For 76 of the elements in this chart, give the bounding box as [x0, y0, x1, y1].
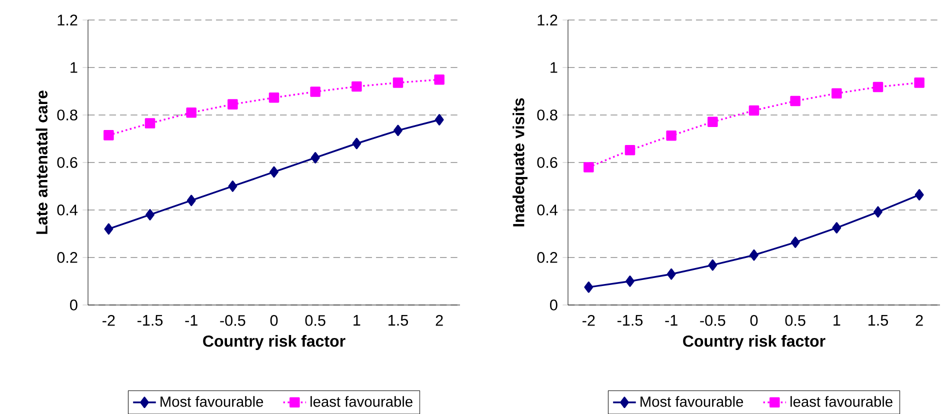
- y-tick-label: 0.6: [537, 157, 558, 168]
- legend-label: Most favourable: [640, 396, 744, 407]
- y-tick-label: 0.8: [537, 110, 558, 120]
- point: [268, 92, 280, 103]
- y-tick-label: 0.4: [537, 204, 558, 216]
- y-tick-label: 1.2: [58, 14, 78, 26]
- x-tick-label: 1.5: [388, 315, 408, 326]
- point: [584, 282, 594, 293]
- point: [310, 152, 320, 164]
- point: [434, 114, 444, 126]
- point: [186, 194, 196, 206]
- x-tick-label: 0.5: [785, 315, 806, 326]
- point: [626, 276, 634, 287]
- x-axis-title: Country risk factor: [203, 335, 346, 350]
- y-tick-label: 0.2: [537, 252, 558, 263]
- y-tick-label: 1: [550, 62, 558, 73]
- point: [352, 138, 362, 150]
- x-tick-label: 2: [916, 315, 923, 326]
- x-tick-label: -1.5: [617, 315, 643, 326]
- point: [832, 88, 842, 99]
- point: [708, 259, 718, 271]
- point: [872, 82, 884, 92]
- y-tick-label: 0.2: [57, 252, 78, 263]
- x-tick-label: -0.5: [220, 315, 246, 326]
- point: [270, 166, 278, 178]
- y-tick-label: 0.4: [57, 204, 78, 216]
- x-tick-label: 0.5: [305, 315, 326, 326]
- point: [228, 180, 238, 192]
- x-tick-label: -2: [102, 315, 115, 326]
- point: [750, 249, 758, 261]
- y-tick-label: 0.6: [57, 157, 78, 168]
- point: [228, 99, 238, 110]
- point: [624, 145, 636, 156]
- point: [790, 236, 800, 248]
- point: [790, 96, 800, 106]
- point: [392, 78, 404, 88]
- point: [394, 124, 402, 136]
- point: [914, 189, 924, 200]
- legend-label: least favourable: [790, 396, 892, 407]
- legend-label: least favourable: [310, 396, 412, 407]
- point: [310, 86, 320, 97]
- x-tick-label: 1: [834, 315, 840, 326]
- point: [104, 130, 114, 140]
- point: [666, 268, 676, 280]
- x-tick-label: 2: [436, 315, 443, 326]
- y-axis-title: Late antenatal care: [36, 90, 48, 234]
- point: [146, 209, 154, 220]
- point: [186, 107, 196, 118]
- point: [352, 81, 362, 92]
- point: [874, 206, 882, 218]
- point: [748, 105, 760, 116]
- x-tick-label: -1: [665, 315, 678, 326]
- y-tick-label: 1: [70, 62, 78, 73]
- point: [708, 116, 718, 128]
- x-tick-label: 0: [750, 315, 758, 326]
- x-tick-label: -1.5: [137, 315, 163, 326]
- y-tick-label: 0: [550, 300, 558, 310]
- point: [144, 118, 156, 128]
- legend-label: Most favourable: [160, 396, 264, 407]
- y-axis-title: Inadequate visits: [512, 98, 528, 226]
- x-tick-label: -0.5: [700, 315, 726, 326]
- x-tick-label: 1: [354, 315, 360, 326]
- x-axis-title: Country risk factor: [683, 335, 826, 350]
- x-tick-label: 1.5: [868, 315, 888, 326]
- point: [104, 223, 114, 235]
- x-tick-label: 0: [270, 315, 278, 326]
- x-tick-label: -2: [582, 315, 595, 326]
- point: [914, 78, 924, 88]
- point: [434, 74, 444, 85]
- point: [666, 130, 676, 141]
- point: [584, 162, 594, 172]
- y-tick-label: 1.2: [538, 14, 558, 26]
- y-tick-label: 0.8: [57, 110, 78, 120]
- x-tick-label: -1: [185, 315, 198, 326]
- y-tick-label: 0: [70, 300, 78, 310]
- point: [832, 222, 842, 234]
